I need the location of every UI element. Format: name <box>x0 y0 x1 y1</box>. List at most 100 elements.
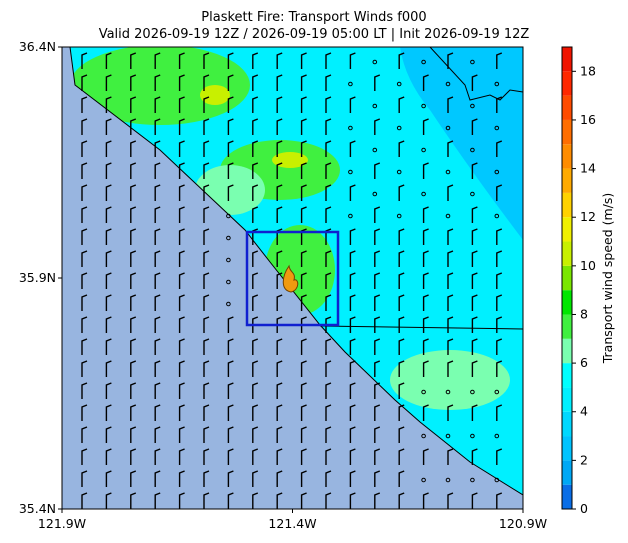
colorbar-band <box>562 168 572 193</box>
wind-barb <box>154 426 161 443</box>
wind-barb <box>470 433 475 439</box>
wind-barb <box>227 492 234 509</box>
wind-barb <box>178 492 185 509</box>
wind-barb <box>325 492 332 509</box>
wind-barb <box>252 250 259 267</box>
wind-barb <box>276 426 283 443</box>
ocean <box>62 47 523 509</box>
wind-barb <box>178 448 185 465</box>
wind-barb <box>325 162 332 179</box>
wind-barb <box>203 228 210 245</box>
wind-barb <box>227 96 234 113</box>
field <box>200 85 230 105</box>
wind-barb <box>154 206 161 223</box>
wind-barb <box>447 272 454 289</box>
wind-barb <box>325 404 332 421</box>
wind-barb <box>372 59 378 65</box>
wind-barb <box>398 140 405 157</box>
wind-barb <box>445 125 451 131</box>
wind-barb <box>374 360 381 377</box>
wind-barb <box>421 433 426 439</box>
wind-barb <box>252 448 259 465</box>
wind-barb <box>178 404 185 421</box>
wind-barb <box>421 477 426 483</box>
wind-barb <box>374 228 381 245</box>
wind-barb <box>494 433 500 439</box>
wind-barb <box>300 448 307 465</box>
wind-barb <box>203 52 210 69</box>
wind-barb <box>105 294 112 311</box>
wind-barb <box>252 360 259 377</box>
wind-barb <box>398 426 405 443</box>
colorbar-band <box>562 387 572 412</box>
wind-barb <box>130 404 137 421</box>
wind-barb <box>447 294 454 311</box>
wind-barb <box>81 360 88 377</box>
colorbar-tick-label: 4 <box>580 404 588 419</box>
wind-barb <box>447 338 454 355</box>
title-line: Valid 2026-09-19 12Z / 2026-09-19 05:00 … <box>99 27 530 42</box>
wind-barb <box>447 404 454 421</box>
wind-barb <box>203 74 210 91</box>
wind-barb <box>178 184 185 201</box>
wind-barb <box>300 74 307 91</box>
wind-barb <box>349 250 356 267</box>
wind-barb <box>81 404 88 421</box>
wind-barb <box>496 338 503 355</box>
wind-barb <box>447 52 454 69</box>
wind-barb <box>494 477 500 483</box>
colorbar-tick-label: 12 <box>580 209 596 224</box>
colorbar-band <box>562 192 572 218</box>
field <box>400 47 523 240</box>
wind-barb <box>81 338 88 355</box>
wind-barb <box>81 448 88 465</box>
wind-barb <box>470 389 475 395</box>
colorbar-band <box>562 460 572 485</box>
wind-barb <box>471 316 478 333</box>
wind-barb <box>105 184 112 201</box>
wind-barb <box>349 492 356 509</box>
wind-barb <box>325 448 332 465</box>
wind-barb <box>496 272 503 289</box>
wind-barb <box>226 235 231 241</box>
colorbar-tick-label: 18 <box>580 63 596 78</box>
wind-barb <box>105 492 112 509</box>
colorbar-label: Transport wind speed (m/s) <box>600 193 615 365</box>
wind-barb <box>422 492 429 509</box>
wind-barb <box>325 140 332 157</box>
wind-barb <box>252 338 259 355</box>
wind-barb <box>178 96 185 113</box>
wind-barb <box>105 250 112 267</box>
wind-barb <box>81 250 88 267</box>
wind-barb <box>325 118 332 135</box>
x-tick-label: 121.9W <box>38 516 86 531</box>
wind-barb <box>421 103 426 109</box>
wind-barb <box>300 96 307 113</box>
wind-barb <box>154 360 161 377</box>
wind-barb <box>276 206 283 223</box>
wind-barb <box>203 492 210 509</box>
wind-barb <box>226 279 231 285</box>
wind-barbs <box>81 52 503 509</box>
wind-barb <box>178 162 185 179</box>
wind-barb <box>178 74 185 91</box>
colorbar-tick-label: 14 <box>580 161 596 176</box>
wind-barb <box>130 448 137 465</box>
wind-barb <box>105 382 112 399</box>
wind-barb <box>494 389 500 395</box>
wind-barb <box>105 228 112 245</box>
colorbar-tick-label: 10 <box>580 258 596 273</box>
wind-barb <box>178 426 185 443</box>
wind-barb <box>372 191 378 197</box>
wind-barb <box>227 74 234 91</box>
wind-barb <box>422 162 429 179</box>
field <box>70 47 250 125</box>
wind-barb <box>252 52 259 69</box>
wind-barb <box>178 360 185 377</box>
wind-barb <box>81 470 88 487</box>
wind-barb <box>372 147 378 153</box>
wind-barb <box>398 492 405 509</box>
wind-barb <box>374 294 381 311</box>
wind-barb <box>447 250 454 267</box>
colorbar-band <box>562 290 572 315</box>
